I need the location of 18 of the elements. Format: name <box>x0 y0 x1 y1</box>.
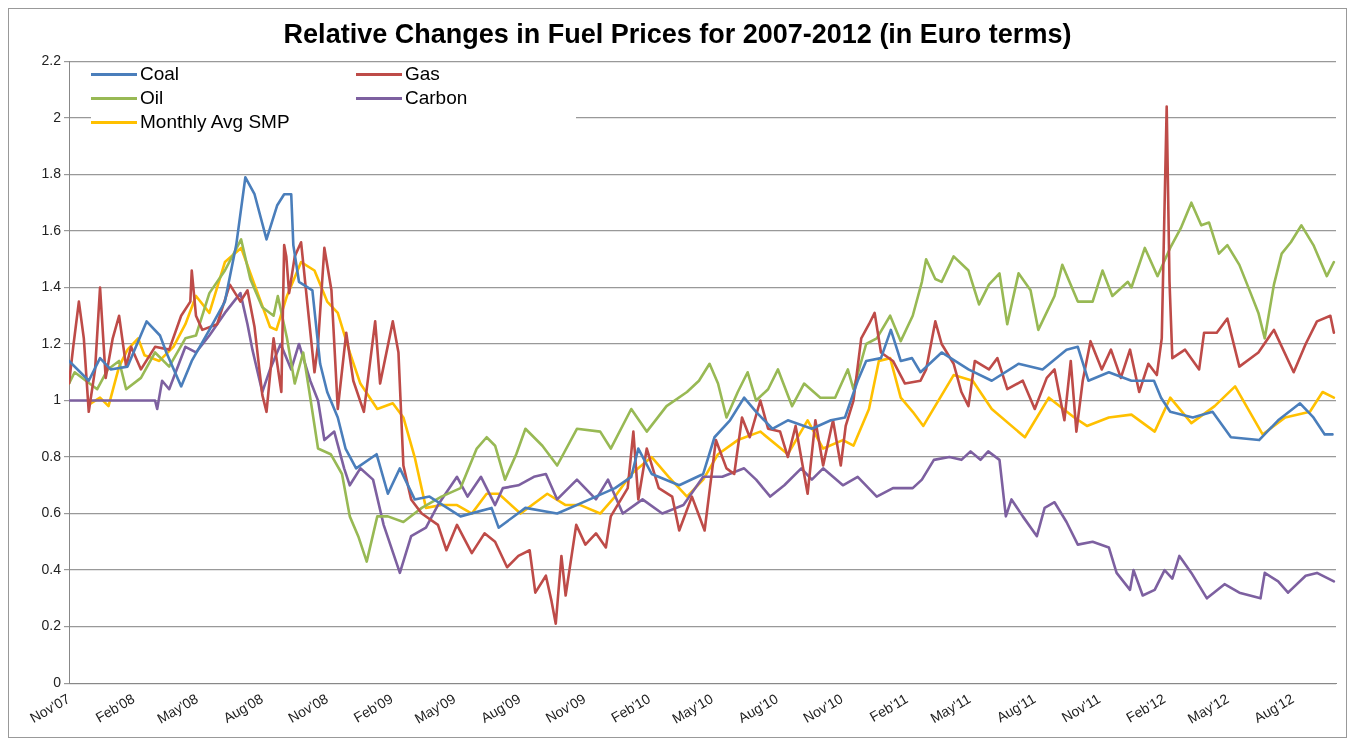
legend-label: Oil <box>140 87 164 110</box>
y-tick-label: 2 <box>53 108 62 125</box>
y-tick-label: 1.6 <box>41 221 62 238</box>
legend-label: Carbon <box>405 87 468 110</box>
y-tick-label: 0.4 <box>41 560 62 577</box>
legend-label: Coal <box>140 63 180 86</box>
legend-label: Monthly Avg SMP <box>140 111 290 134</box>
legend-label: Gas <box>405 63 440 86</box>
y-tick-label: 1 <box>53 391 62 408</box>
y-tick-label: 0.6 <box>41 504 62 521</box>
y-tick-label: 1.2 <box>41 334 62 351</box>
y-tick-label: 1.4 <box>41 278 62 295</box>
y-tick-label: 2.2 <box>41 52 62 69</box>
y-tick-label: 1.8 <box>41 165 62 182</box>
y-tick-label: 0.2 <box>41 617 62 634</box>
y-tick-label: 0.8 <box>41 447 62 464</box>
y-tick-label: 0 <box>53 673 62 690</box>
chart-title: Relative Changes in Fuel Prices for 2007-2012 (in Euro terms) <box>283 18 1072 49</box>
